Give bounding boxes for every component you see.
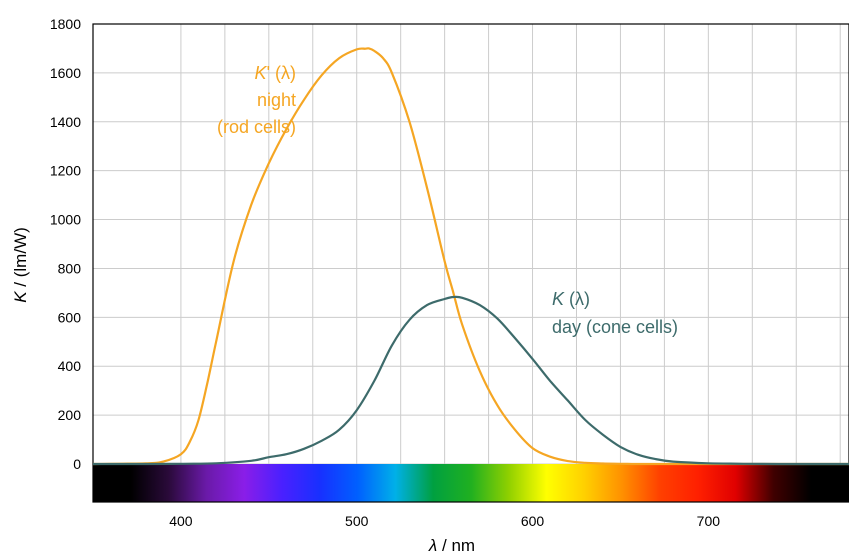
- night-annotation-lambda: ' (λ): [267, 63, 296, 83]
- day-annotation-line2: day (cone cells): [552, 317, 678, 337]
- y-axis-symbol: K: [11, 291, 30, 303]
- y-tick-label: 1200: [50, 163, 81, 179]
- y-tick-label: 600: [58, 309, 82, 325]
- visible-spectrum-strip: [93, 464, 849, 502]
- x-tick-labels: 400 500 600 700: [169, 513, 720, 529]
- y-tick-label: 1400: [50, 114, 81, 130]
- x-axis-label: λ / nm: [428, 536, 475, 555]
- y-tick-label: 200: [58, 407, 82, 423]
- plot-frame: [92, 23, 849, 503]
- y-tick-label: 800: [58, 260, 82, 276]
- x-axis-unit: / nm: [437, 536, 475, 555]
- y-tick-label: 1800: [50, 16, 81, 32]
- y-axis-label: K / (lm/W): [11, 227, 30, 303]
- x-tick-label: 600: [521, 513, 545, 529]
- night-annotation-line2: night: [257, 90, 296, 110]
- x-axis-symbol: λ: [428, 536, 437, 555]
- y-tick-labels: 0 200 400 600 800 1000 1200 1400 1600 1800: [50, 16, 81, 472]
- y-tick-label: 0: [73, 456, 81, 472]
- y-axis-unit: / (lm/W): [11, 227, 30, 291]
- day-annotation-lambda: (λ): [564, 289, 590, 309]
- night-annotation: K' (λ) night (rod cells): [217, 63, 296, 137]
- y-tick-label: 400: [58, 358, 82, 374]
- series-layer: [92, 47, 849, 466]
- x-tick-label: 700: [697, 513, 721, 529]
- y-tick-label: 1600: [50, 65, 81, 81]
- night-curve: [92, 47, 849, 466]
- night-annotation-symbol: K: [255, 63, 268, 83]
- day-annotation-title: K (λ): [552, 289, 590, 309]
- day-annotation: K (λ) day (cone cells): [552, 289, 678, 337]
- day-annotation-symbol: K: [552, 289, 565, 309]
- grid-lines: [93, 23, 849, 465]
- y-tick-label: 1000: [50, 212, 81, 228]
- x-tick-label: 400: [169, 513, 193, 529]
- night-annotation-line3: (rod cells): [217, 117, 296, 137]
- x-tick-label: 500: [345, 513, 369, 529]
- night-annotation-title: K' (λ): [255, 63, 296, 83]
- day-curve: [92, 295, 849, 466]
